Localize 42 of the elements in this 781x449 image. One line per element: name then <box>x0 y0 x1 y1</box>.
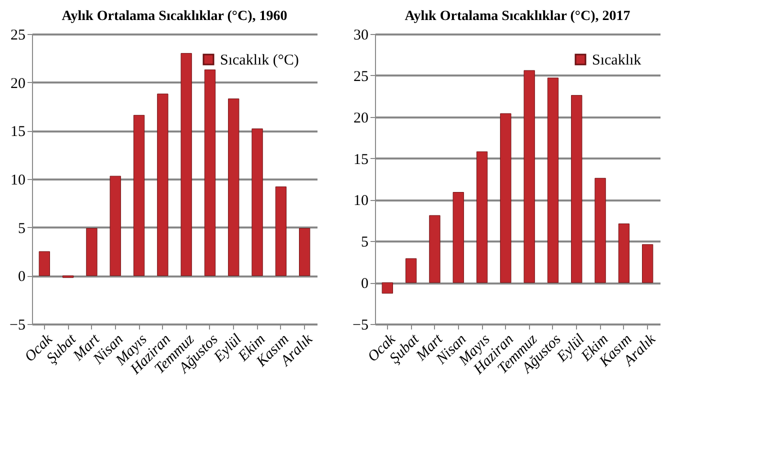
bar <box>86 228 98 276</box>
bar <box>204 70 216 276</box>
bar <box>38 251 50 276</box>
chart-title: Aylık Ortalama Sıcaklıklar (°C), 1960 <box>62 9 288 24</box>
bar <box>157 94 168 276</box>
y-tick-label: 15 <box>354 152 368 168</box>
y-tick-label: 5 <box>361 234 368 251</box>
bar <box>594 178 606 283</box>
bar <box>571 95 582 283</box>
bar <box>228 98 240 276</box>
y-tick-label: −5 <box>10 318 26 334</box>
legend-label: Sıcaklık <box>592 52 642 68</box>
bar <box>618 223 630 283</box>
y-tick-label: 25 <box>354 68 368 85</box>
y-tick-label: 0 <box>361 276 368 292</box>
bar <box>642 244 654 283</box>
bar <box>476 151 488 283</box>
bar <box>429 215 440 283</box>
bar <box>180 53 192 276</box>
bar <box>452 192 464 283</box>
y-tick-label: 10 <box>354 193 368 210</box>
bar <box>405 258 417 283</box>
bar <box>299 228 310 276</box>
bar <box>252 128 263 276</box>
bar <box>133 114 145 276</box>
y-tick-label: 10 <box>10 172 26 188</box>
y-tick-label: 30 <box>354 28 368 44</box>
bar <box>524 70 535 283</box>
bar <box>547 78 559 283</box>
y-tick-label: 5 <box>18 220 26 237</box>
chart-title: Aylık Ortalama Sıcaklıklar (°C), 2017 <box>404 9 630 24</box>
bar <box>275 186 287 276</box>
y-tick-label: 25 <box>10 28 26 44</box>
y-tick-label: 20 <box>10 76 26 92</box>
y-tick-label: 20 <box>354 110 368 126</box>
y-tick-label: 0 <box>18 269 26 286</box>
y-tick-label: −5 <box>352 318 368 334</box>
bar <box>500 113 512 283</box>
bar <box>110 176 121 276</box>
y-tick-label: 15 <box>10 124 26 140</box>
bar <box>382 282 393 294</box>
legend-label: Sıcaklık (°C) <box>220 52 299 68</box>
